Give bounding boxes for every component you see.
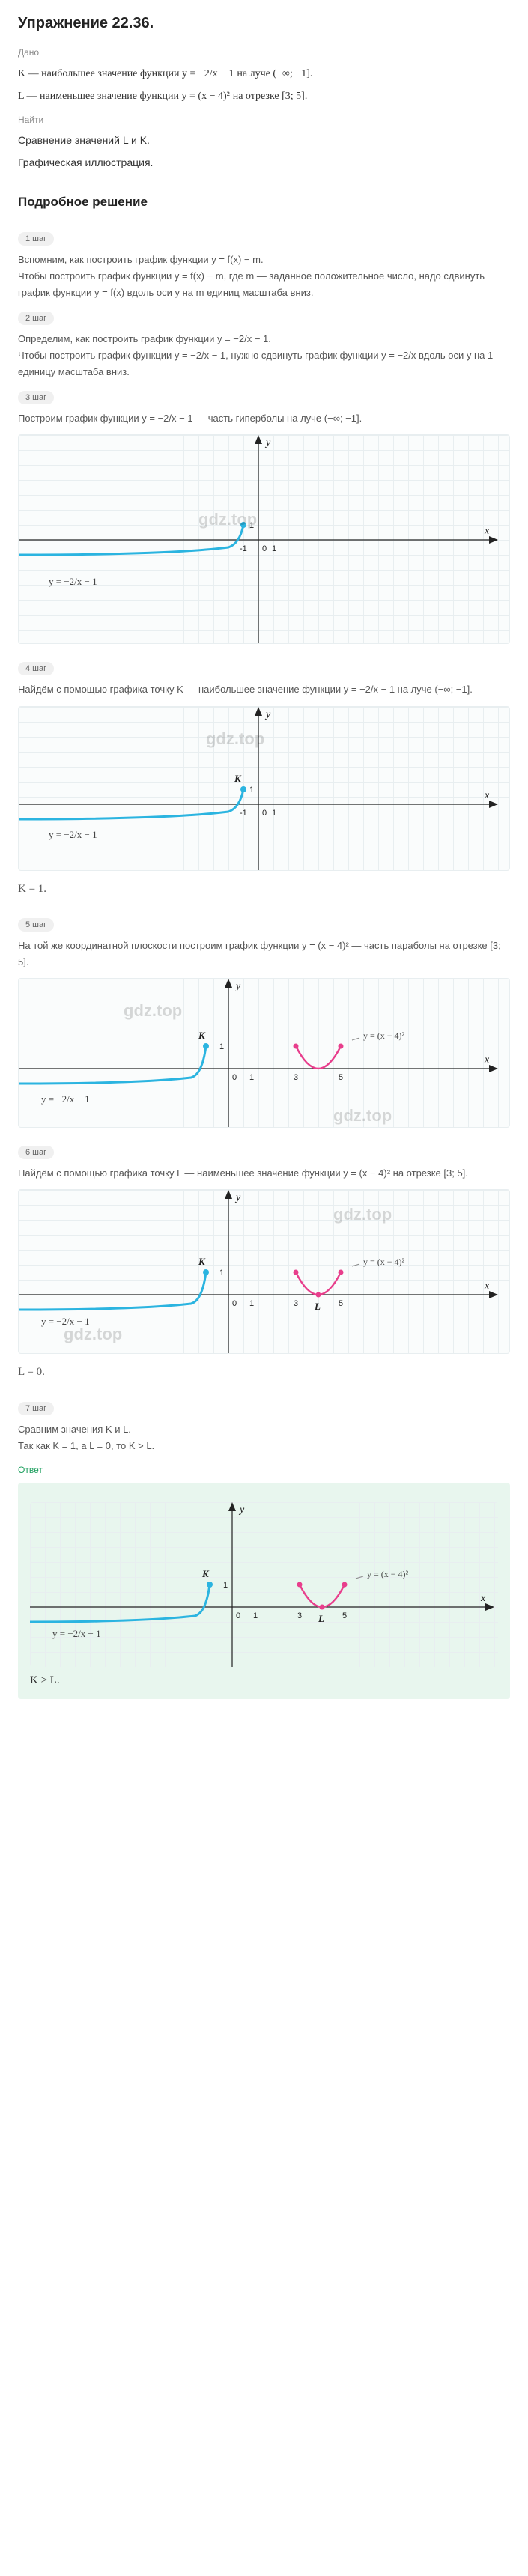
svg-text:y = −2/x − 1: y = −2/x − 1: [41, 1093, 90, 1105]
step-text: Сравним значения K и L.: [18, 1421, 510, 1438]
svg-text:3: 3: [294, 1299, 298, 1308]
svg-text:0: 0: [232, 1299, 237, 1308]
svg-text:5: 5: [339, 1073, 343, 1082]
step-text: Чтобы построить график функции y = f(x) …: [18, 268, 510, 301]
graph-svg-4: y x 0 1 3 5 1 K L y = −2/x − 1 y = (x − …: [19, 1190, 498, 1354]
given-label: Дано: [18, 47, 510, 58]
svg-text:K: K: [201, 1568, 210, 1579]
svg-text:y: y: [264, 437, 271, 449]
final-result: K > L.: [30, 1674, 498, 1687]
step-text: Вспомним, как построить график функции y…: [18, 252, 510, 268]
graph-svg-2: y x 0 -1 1 1 K y = −2/x − 1: [19, 707, 498, 871]
step-tag-2: 2 шаг: [18, 312, 54, 325]
svg-text:x: x: [480, 1593, 486, 1604]
graph-svg-3: y x 0 1 3 5 1 K y = −2/x − 1 y = (x − 4)…: [19, 979, 498, 1128]
svg-text:y: y: [238, 1504, 245, 1516]
svg-text:1: 1: [249, 1073, 254, 1082]
svg-text:1: 1: [219, 1269, 224, 1278]
find-line-1: Сравнение значений L и K.: [18, 131, 510, 150]
svg-text:-1: -1: [240, 809, 247, 818]
svg-text:1: 1: [223, 1581, 228, 1590]
svg-text:y = (x − 4)²: y = (x − 4)²: [363, 1030, 405, 1041]
svg-text:5: 5: [342, 1611, 347, 1620]
step-text: Найдём с помощью графика точку K — наибо…: [18, 681, 510, 698]
svg-text:0: 0: [262, 809, 267, 818]
find-label: Найти: [18, 115, 510, 125]
svg-text:y: y: [264, 709, 271, 720]
svg-text:x: x: [484, 790, 490, 801]
solution-heading: Подробное решение: [18, 195, 510, 210]
result-L: L = 0.: [18, 1363, 510, 1382]
svg-text:0: 0: [262, 544, 267, 553]
answer-box: y x 0 1 3 5 1 K L y = −2/x − 1 y = (x − …: [18, 1483, 510, 1699]
result-K: K = 1.: [18, 880, 510, 899]
graph-box-2: y x 0 -1 1 1 K y = −2/x − 1 gdz.top: [18, 706, 510, 871]
graph-box-1: y x 0 -1 1 1 y = −2/x − 1 gdz.top: [18, 434, 510, 644]
svg-text:1: 1: [249, 521, 254, 530]
svg-text:K: K: [198, 1030, 206, 1041]
svg-text:L: L: [318, 1613, 324, 1624]
step-text: Определим, как построить график функции …: [18, 331, 510, 347]
graph-svg-1: y x 0 -1 1 1 y = −2/x − 1: [19, 435, 498, 644]
step-text: Построим график функции y = −2/x − 1 — ч…: [18, 410, 510, 427]
svg-text:y = −2/x − 1: y = −2/x − 1: [49, 576, 97, 587]
svg-text:-1: -1: [240, 544, 247, 553]
graph-box-3: y x 0 1 3 5 1 K y = −2/x − 1 y = (x − 4)…: [18, 978, 510, 1128]
svg-text:x: x: [484, 1054, 490, 1066]
find-line-2: Графическая иллюстрация.: [18, 154, 510, 172]
svg-text:y = −2/x − 1: y = −2/x − 1: [49, 829, 97, 840]
svg-text:5: 5: [339, 1299, 343, 1308]
svg-text:y: y: [234, 981, 241, 992]
svg-text:K: K: [234, 773, 242, 784]
step-text: На той же координатной плоскости построи…: [18, 938, 510, 970]
step-tag-3: 3 шаг: [18, 391, 54, 404]
step-tag-7: 7 шаг: [18, 1402, 54, 1415]
svg-text:1: 1: [249, 1299, 254, 1308]
answer-label: Ответ: [18, 1465, 510, 1475]
svg-text:K: K: [198, 1256, 206, 1267]
step-text: Так как K = 1, а L = 0, то K > L.: [18, 1438, 510, 1454]
svg-text:1: 1: [272, 809, 276, 818]
step-text: Найдём с помощью графика точку L — наиме…: [18, 1165, 510, 1182]
given-line-2: L — наименьшее значение функции y = (x −…: [18, 86, 510, 106]
svg-text:1: 1: [249, 786, 254, 795]
svg-text:1: 1: [253, 1611, 258, 1620]
svg-text:y = −2/x − 1: y = −2/x − 1: [41, 1316, 90, 1327]
svg-text:x: x: [484, 526, 490, 537]
svg-text:y = (x − 4)²: y = (x − 4)²: [363, 1257, 405, 1267]
find-block: Сравнение значений L и K. Графическая ил…: [18, 131, 510, 171]
step-tag-4: 4 шаг: [18, 662, 54, 675]
svg-text:y: y: [234, 1192, 241, 1203]
svg-text:y = −2/x − 1: y = −2/x − 1: [52, 1628, 101, 1639]
step-text: Чтобы построить график функции y = −2/x …: [18, 347, 510, 380]
svg-text:x: x: [484, 1281, 490, 1292]
svg-text:0: 0: [236, 1611, 240, 1620]
svg-text:L: L: [314, 1301, 321, 1312]
svg-text:0: 0: [232, 1073, 237, 1082]
graph-svg-answer: y x 0 1 3 5 1 K L y = −2/x − 1 y = (x − …: [30, 1502, 494, 1667]
svg-text:y = (x − 4)²: y = (x − 4)²: [367, 1569, 409, 1579]
given-block: K — наибольшее значение функции y = −2/x…: [18, 64, 510, 106]
graph-box-4: y x 0 1 3 5 1 K L y = −2/x − 1 y = (x − …: [18, 1189, 510, 1354]
step-tag-5: 5 шаг: [18, 918, 54, 932]
step-tag-1: 1 шаг: [18, 232, 54, 246]
step-tag-6: 6 шаг: [18, 1146, 54, 1159]
svg-text:3: 3: [294, 1073, 298, 1082]
exercise-title: Упражнение 22.36.: [18, 15, 510, 32]
svg-text:3: 3: [297, 1611, 302, 1620]
given-line-1: K — наибольшее значение функции y = −2/x…: [18, 64, 510, 83]
svg-text:1: 1: [219, 1042, 224, 1051]
svg-text:1: 1: [272, 544, 276, 553]
